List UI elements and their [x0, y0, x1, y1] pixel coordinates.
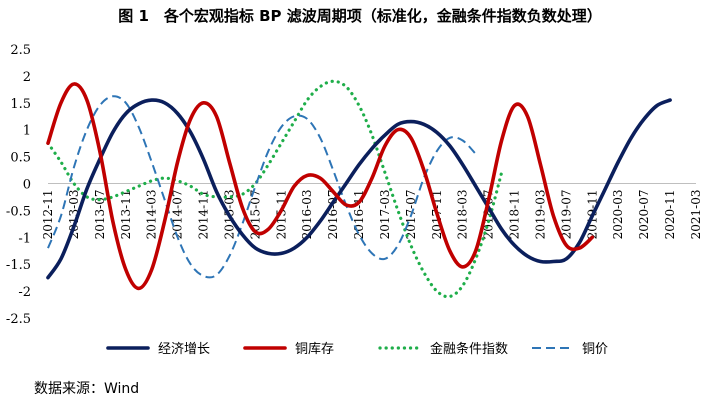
y-tick-label: 0.5 [10, 151, 31, 166]
x-tick-label: 2013-07 [93, 190, 107, 240]
y-tick-label: -0.5 [6, 204, 31, 219]
series-layer [46, 79, 672, 299]
source-note: 数据来源：Wind [34, 381, 140, 397]
x-tick-label: 2018-11 [508, 190, 522, 240]
y-tick-label: -1.5 [6, 258, 31, 273]
y-tick-label: 2 [23, 70, 31, 85]
series-line-1 [46, 98, 672, 280]
y-tick-label: -2.5 [6, 312, 31, 327]
legend-label: 经济增长 [158, 342, 210, 357]
legend-label: 金融条件指数 [430, 341, 508, 357]
x-tick-label: 2019-03 [533, 190, 547, 240]
x-tick-label: 2021-03 [689, 190, 703, 240]
x-tick-label: 2012-11 [41, 190, 55, 240]
legend-label: 铜库存 [295, 341, 334, 357]
y-tick-label: 2.5 [10, 43, 31, 58]
x-tick-label: 2014-03 [145, 190, 159, 240]
x-tick-label: 2017-03 [378, 190, 392, 240]
x-tick-label: 2018-03 [456, 190, 470, 240]
series-line-2 [46, 82, 595, 291]
legend-label: 铜价 [582, 342, 608, 357]
x-tick-label: 2013-11 [119, 190, 133, 240]
y-tick-label: 0 [23, 178, 31, 193]
x-tick-label: 2020-11 [663, 190, 677, 240]
x-tick-label: 2016-07 [326, 190, 340, 240]
series-line-4 [47, 95, 477, 279]
x-tick-label: 2020-03 [611, 190, 625, 240]
y-tick-label: -1 [18, 231, 31, 246]
y-axis-tick-labels: 2.5 2 1.5 1 0.5 0 -0.5 -1 -1.5 -2 -2.5 [6, 43, 31, 327]
x-tick-label: 2019-07 [559, 190, 573, 240]
x-axis-tick-labels: 2012-11 2013-03 2013-07 2013-11 2014-03 2014-… [41, 190, 703, 240]
y-tick-label: -2 [18, 285, 31, 300]
x-tick-label: 2016-03 [300, 190, 314, 240]
chart-title: 图 1 各个宏观指标 BP 滤波周期项（标准化，金融条件指数负数处理） [118, 7, 602, 25]
x-tick-label: 2014-11 [197, 190, 211, 240]
x-tick-label: 2020-07 [637, 190, 651, 240]
series-line-3 [46, 79, 504, 299]
y-tick-label: 1.5 [10, 97, 31, 112]
y-tick-label: 1 [23, 124, 31, 139]
x-tick-label: 2014-07 [171, 190, 185, 240]
x-tick-label: 2013-03 [67, 190, 81, 240]
legend: 经济增长 铜库存 金融条件指数 铜价 [106, 341, 608, 357]
